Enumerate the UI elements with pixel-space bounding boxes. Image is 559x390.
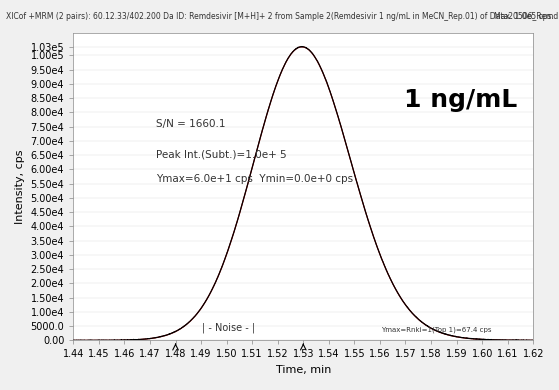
Text: 1 ng/mL: 1 ng/mL <box>405 88 518 112</box>
Text: Peak Int.(Subt.)=1.0e+ 5: Peak Int.(Subt.)=1.0e+ 5 <box>156 149 287 160</box>
Text: Ymax=6.0e+1 cps  Ymin=0.0e+0 cps: Ymax=6.0e+1 cps Ymin=0.0e+0 cps <box>156 174 353 184</box>
Text: | - Noise - |: | - Noise - | <box>202 322 255 333</box>
Y-axis label: Intensity, cps: Intensity, cps <box>15 149 25 224</box>
X-axis label: Time, min: Time, min <box>276 365 331 375</box>
Text: XICof +MRM (2 pairs): 60.12.33/402.200 Da ID: Remdesivir [M+H]+ 2 from Sample 2(: XICof +MRM (2 pairs): 60.12.33/402.200 D… <box>6 12 559 21</box>
Text: Ymax=Rnki=1(Top 1)=67.4 cps: Ymax=Rnki=1(Top 1)=67.4 cps <box>381 326 492 333</box>
Text: S/N = 1660.1: S/N = 1660.1 <box>156 119 226 129</box>
Text: Max. 1.0e5 cps.: Max. 1.0e5 cps. <box>494 12 553 21</box>
